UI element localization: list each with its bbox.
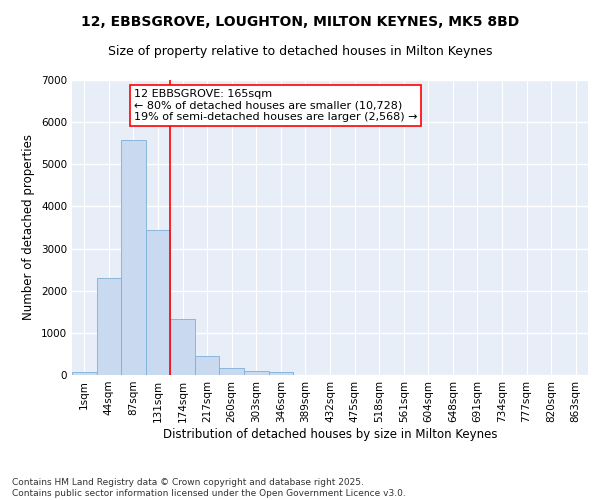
Bar: [195, 356, 220, 375]
Bar: [97, 278, 121, 375]
Text: Size of property relative to detached houses in Milton Keynes: Size of property relative to detached ho…: [108, 45, 492, 58]
Bar: [72, 372, 97, 375]
Text: Contains HM Land Registry data © Crown copyright and database right 2025.
Contai: Contains HM Land Registry data © Crown c…: [12, 478, 406, 498]
Bar: [121, 140, 146, 375]
Bar: [220, 368, 244, 375]
Bar: [269, 372, 293, 375]
Bar: [170, 319, 195, 375]
Text: 12, EBBSGROVE, LOUGHTON, MILTON KEYNES, MK5 8BD: 12, EBBSGROVE, LOUGHTON, MILTON KEYNES, …: [81, 15, 519, 29]
Bar: [146, 230, 170, 375]
Bar: [244, 372, 269, 375]
Text: 12 EBBSGROVE: 165sqm
← 80% of detached houses are smaller (10,728)
19% of semi-d: 12 EBBSGROVE: 165sqm ← 80% of detached h…: [134, 89, 418, 122]
X-axis label: Distribution of detached houses by size in Milton Keynes: Distribution of detached houses by size …: [163, 428, 497, 440]
Y-axis label: Number of detached properties: Number of detached properties: [22, 134, 35, 320]
